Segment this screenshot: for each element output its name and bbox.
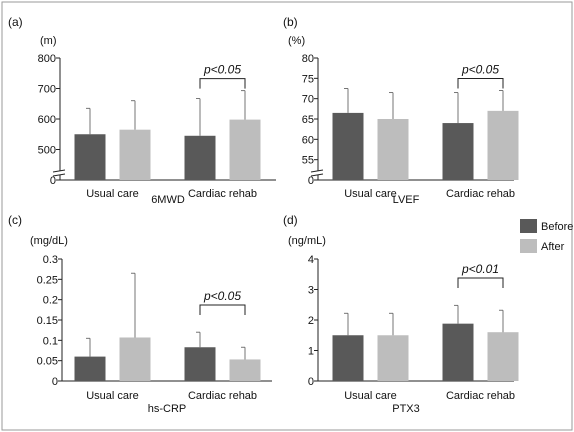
bar-before-cardiac-rehab xyxy=(184,347,216,381)
x-tick-label: Cardiac rehab xyxy=(188,390,257,402)
significance-bracket xyxy=(199,78,246,89)
legend-swatch-before xyxy=(520,219,537,233)
bar-after-cardiac-rehab xyxy=(487,110,519,180)
significance-bracket xyxy=(199,304,246,315)
y-tick-label: 700 xyxy=(38,84,56,96)
legend-swatch-after xyxy=(520,239,537,253)
significance-label: p<0.05 xyxy=(203,63,241,77)
panel-title: 6MWD xyxy=(151,194,185,206)
axis-unit: (%) xyxy=(288,35,305,47)
y-tick-label: 75 xyxy=(302,73,314,85)
axis-unit: (m) xyxy=(40,35,57,47)
panel-label: (d) xyxy=(283,213,298,227)
panel-title: LVEF xyxy=(393,194,420,206)
y-tick-label: 0.15 xyxy=(37,315,58,327)
y-tick-label: 0.1 xyxy=(43,335,58,347)
bar-after-usual-care xyxy=(377,119,409,180)
bar-after-cardiac-rehab xyxy=(487,332,519,381)
y-tick-label: 0.2 xyxy=(43,295,58,307)
bar-before-usual-care xyxy=(332,335,364,381)
y-tick-label: 55 xyxy=(302,155,314,167)
bar-before-usual-care xyxy=(74,356,106,381)
axis-break-mark xyxy=(310,169,324,173)
bar-after-cardiac-rehab xyxy=(229,119,261,180)
y-tick-label: 60 xyxy=(302,134,314,146)
y-tick-label: 0 xyxy=(308,175,314,187)
bar-before-cardiac-rehab xyxy=(184,135,216,180)
y-tick-label: 0.25 xyxy=(37,274,58,286)
axis-break-mark xyxy=(52,169,66,173)
legend-label-after: After xyxy=(541,241,565,253)
panel-title: PTX3 xyxy=(392,403,420,415)
legend-label-before: Before xyxy=(541,221,573,233)
x-tick-label: Cardiac rehab xyxy=(188,188,257,200)
x-tick-label: Cardiac rehab xyxy=(446,390,515,402)
x-tick-label: Usual care xyxy=(344,390,397,402)
panel-title: hs-CRP xyxy=(148,403,187,415)
bar-after-cardiac-rehab xyxy=(229,359,261,381)
axis-break-gap xyxy=(54,171,66,175)
significance-label: p<0.01 xyxy=(461,262,499,276)
y-tick-label: 4 xyxy=(308,254,314,266)
x-tick-label: Cardiac rehab xyxy=(446,188,515,200)
y-tick-label: 2 xyxy=(308,315,314,327)
x-tick-label: Usual care xyxy=(344,188,397,200)
significance-label: p<0.05 xyxy=(203,289,241,303)
axis-unit: (ng/mL) xyxy=(288,235,326,247)
y-tick-label: 0.05 xyxy=(37,356,58,368)
y-tick-label: 500 xyxy=(38,145,56,157)
y-tick-label: 0.3 xyxy=(43,254,58,266)
significance-bracket xyxy=(457,78,504,89)
x-tick-label: Usual care xyxy=(86,390,139,402)
y-tick-label: 65 xyxy=(302,114,314,126)
axis-break-mark xyxy=(310,173,324,177)
y-tick-label: 0 xyxy=(52,376,58,388)
significance-label: p<0.05 xyxy=(461,63,499,77)
bar-before-usual-care xyxy=(74,134,106,180)
x-tick-label: Usual care xyxy=(86,188,139,200)
axis-unit: (mg/dL) xyxy=(30,235,68,247)
y-tick-label: 80 xyxy=(302,53,314,65)
axis-break-gap xyxy=(312,171,324,175)
y-tick-label: 0 xyxy=(50,175,56,187)
significance-bracket xyxy=(457,277,504,288)
bar-after-usual-care xyxy=(119,129,151,180)
y-tick-label: 0 xyxy=(308,376,314,388)
bar-before-cardiac-rehab xyxy=(442,323,474,381)
bar-before-usual-care xyxy=(332,112,364,180)
axis-break-mark xyxy=(52,173,66,177)
bar-after-usual-care xyxy=(119,337,151,381)
y-tick-label: 3 xyxy=(308,285,314,297)
y-tick-label: 800 xyxy=(38,53,56,65)
y-tick-label: 70 xyxy=(302,94,314,106)
y-tick-label: 600 xyxy=(38,114,56,126)
y-tick-label: 1 xyxy=(308,346,314,358)
panel-label: (a) xyxy=(8,15,23,29)
bar-before-cardiac-rehab xyxy=(442,123,474,180)
bar-after-usual-care xyxy=(377,335,409,381)
panel-label: (b) xyxy=(283,15,298,29)
panel-label: (c) xyxy=(8,213,22,227)
